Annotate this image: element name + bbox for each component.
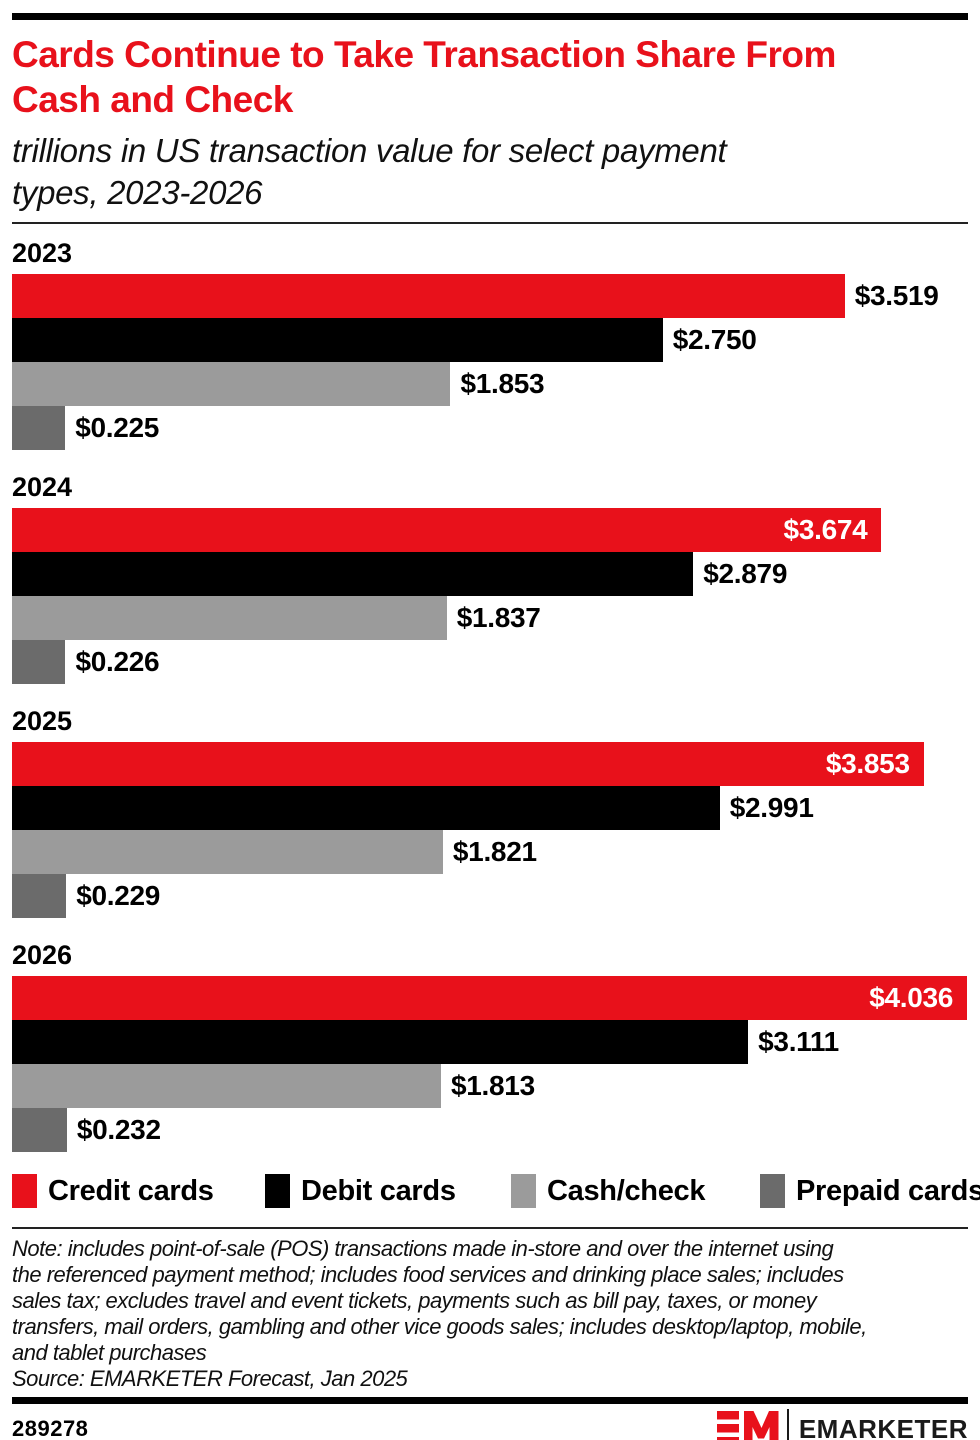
chart-legend: Credit cards Debit cards Cash/check Prepaid… — [12, 1174, 980, 1208]
value-label: $3.853 — [825, 748, 910, 779]
note-divider — [12, 1227, 968, 1229]
legend-label: Cash/check — [547, 1174, 706, 1207]
legend-item-debit-cards: Debit cards — [265, 1174, 511, 1208]
value-label: $4.036 — [869, 982, 954, 1013]
bar-cash-check — [12, 596, 447, 640]
bar-row-credit-cards: $3.674 — [12, 508, 968, 552]
year-label: 2025 — [12, 706, 73, 736]
footer: 289278 EMARKETER — [12, 1408, 968, 1440]
note-line: transfers, mail orders, gambling and oth… — [12, 1314, 867, 1339]
bar-prepaid-cards — [12, 640, 66, 684]
bar-row-prepaid-cards: $0.226 — [12, 640, 968, 684]
bar-credit-cards — [12, 274, 845, 318]
bar-prepaid-cards — [12, 1108, 67, 1152]
bar-credit-cards: $3.674 — [12, 508, 882, 552]
chart-title: Cards Continue to Take Transaction Share… — [12, 32, 968, 122]
legend-swatch-icon — [511, 1174, 536, 1208]
value-label: $2.750 — [672, 324, 757, 355]
value-label: $1.813 — [451, 1070, 535, 1101]
year-label: 2023 — [12, 238, 73, 268]
footer-rule — [12, 1397, 968, 1404]
year-label: 2026 — [12, 940, 73, 970]
value-label: $0.229 — [76, 880, 161, 911]
bar-row-prepaid-cards: $0.225 — [12, 406, 968, 450]
chart-id: 289278 — [12, 1416, 89, 1440]
note-line: and tablet purchases — [12, 1340, 207, 1365]
value-label: $1.837 — [456, 602, 541, 633]
value-label: $1.821 — [452, 836, 537, 867]
bar-row-credit-cards: $3.519 — [12, 274, 968, 318]
value-label: $3.674 — [783, 514, 868, 545]
bar-debit-cards — [12, 1020, 749, 1064]
header-divider — [12, 222, 968, 224]
year-group-2025: 2025 $3.853 $2.991 $1.821 $0.229 — [12, 706, 968, 918]
value-label: $1.853 — [460, 368, 545, 399]
brand-name: EMARKETER — [798, 1413, 968, 1440]
value-label: $0.226 — [75, 646, 160, 677]
bar-debit-cards — [12, 786, 720, 830]
bar-row-cash-check: $1.813 — [12, 1064, 968, 1108]
chart-subtitle: trillions in US transaction value for se… — [12, 130, 968, 214]
chart-subtitle-line: trillions in US transaction value for se… — [12, 132, 727, 169]
value-label: $0.225 — [75, 412, 160, 443]
bar-row-credit-cards: $4.036 — [12, 976, 968, 1020]
bar-cash-check — [12, 362, 451, 406]
bar-credit-cards: $3.853 — [12, 742, 924, 786]
bar-row-credit-cards: $3.853 — [12, 742, 968, 786]
bar-row-debit-cards: $2.879 — [12, 552, 968, 596]
year-label: 2024 — [12, 472, 73, 502]
note-text: Note: includes point-of-sale (POS) trans… — [12, 1236, 968, 1366]
bar-cash-check — [12, 1064, 442, 1108]
chart-title-line: Cash and Check — [12, 79, 293, 120]
year-group-2023: 2023 $3.519 $2.750 $1.853 $0.225 — [12, 238, 968, 450]
bar-row-debit-cards: $3.111 — [12, 1020, 968, 1064]
bar-row-prepaid-cards: $0.229 — [12, 874, 968, 918]
legend-label: Prepaid cards — [796, 1174, 980, 1207]
bar-prepaid-cards — [12, 406, 66, 450]
bar-debit-cards — [12, 552, 694, 596]
chart-title-line: Cards Continue to Take Transaction Share… — [12, 34, 836, 75]
brand-lockup: EMARKETER — [716, 1408, 968, 1440]
bar-row-prepaid-cards: $0.232 — [12, 1108, 968, 1152]
value-label: $2.991 — [729, 792, 814, 823]
year-group-2024: 2024 $3.674 $2.879 $1.837 $0.226 — [12, 472, 968, 684]
value-label: $0.232 — [76, 1114, 161, 1145]
value-label: $3.519 — [854, 280, 939, 311]
brand-divider — [786, 1409, 789, 1440]
bar-row-debit-cards: $2.750 — [12, 318, 968, 362]
bar-debit-cards — [12, 318, 663, 362]
legend-swatch-icon — [12, 1174, 37, 1208]
bar-row-cash-check: $1.821 — [12, 830, 968, 874]
legend-item-credit-cards: Credit cards — [12, 1174, 265, 1208]
bar-row-debit-cards: $2.991 — [12, 786, 968, 830]
chart-groups: 2023 $3.519 $2.750 $1.853 $0.225 2024 $3.674 $2… — [12, 238, 968, 1152]
legend-swatch-icon — [760, 1174, 785, 1208]
source-text: Source: EMARKETER Forecast, Jan 2025 — [12, 1366, 408, 1391]
legend-item-prepaid-cards: Prepaid cards — [760, 1174, 980, 1208]
note-line: the referenced payment method; includes … — [12, 1262, 844, 1287]
legend-label: Credit cards — [48, 1174, 214, 1207]
value-label: $2.879 — [703, 558, 788, 589]
chart-subtitle-line: types, 2023-2026 — [12, 174, 263, 211]
top-rule — [12, 13, 968, 20]
note-block: Note: includes point-of-sale (POS) trans… — [12, 1236, 968, 1392]
bar-row-cash-check: $1.837 — [12, 596, 968, 640]
bar-credit-cards: $4.036 — [12, 976, 968, 1020]
bar-cash-check — [12, 830, 443, 874]
emarketer-logo-icon — [716, 1411, 779, 1440]
value-label: $3.111 — [758, 1026, 839, 1057]
legend-label: Debit cards — [301, 1174, 456, 1207]
year-group-2026: 2026 $4.036 $3.111 $1.813 $0.232 — [12, 940, 968, 1152]
note-line: sales tax; excludes travel and event tic… — [12, 1288, 817, 1313]
legend-swatch-icon — [265, 1174, 290, 1208]
legend-item-cash-check: Cash/check — [511, 1174, 760, 1208]
bar-row-cash-check: $1.853 — [12, 362, 968, 406]
note-line: Note: includes point-of-sale (POS) trans… — [12, 1236, 834, 1261]
bar-prepaid-cards — [12, 874, 67, 918]
